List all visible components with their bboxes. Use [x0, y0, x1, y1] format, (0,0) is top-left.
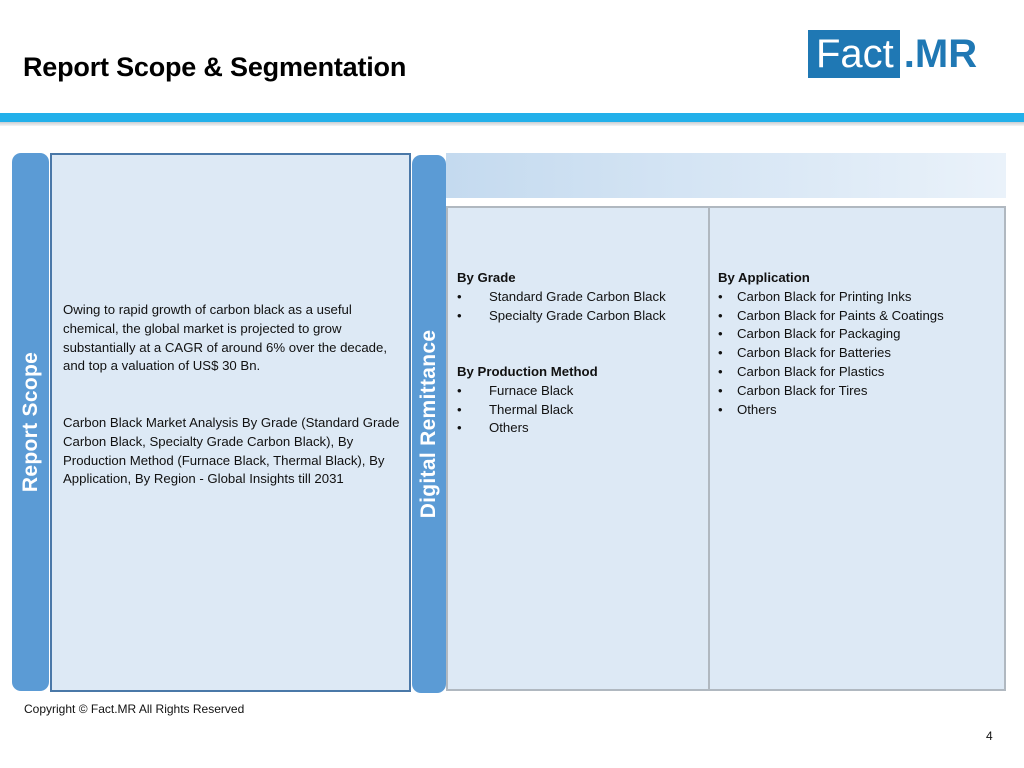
list-item: • Standard Grade Carbon Black — [457, 288, 666, 307]
report-scope-tab-label: Report Scope — [18, 351, 42, 493]
bullet: • — [718, 401, 723, 417]
bullet: • — [718, 288, 723, 304]
bullet: • — [718, 345, 723, 361]
bullet: • — [457, 420, 462, 436]
bullet: • — [457, 382, 462, 398]
by-grade-list: By Grade • Standard Grade Carbon Black • S… — [457, 269, 666, 325]
segmentation-left-column: By Grade • Standard Grade Carbon Black • S… — [446, 206, 709, 691]
header-rule — [0, 113, 1024, 122]
scope-summary-text: Owing to rapid growth of carbon black as… — [63, 302, 388, 374]
by-application-list: By Application • Carbon Black for Printin… — [718, 269, 944, 419]
segmentation-right-column: By Application • Carbon Black for Printin… — [708, 206, 1006, 691]
logo-box-text: Fact — [808, 30, 900, 78]
digital-remittance-tab-label: Digital Remittance — [417, 329, 440, 519]
list-item: • Others — [718, 401, 944, 420]
list-item: • Carbon Black for Paints & Coatings — [718, 307, 944, 326]
report-scope-tab: Report Scope — [12, 153, 49, 691]
bullet: • — [718, 326, 723, 342]
by-production-method-list: By Production Method • Furnace Black • The… — [457, 363, 598, 438]
page-number: 4 — [986, 729, 993, 743]
list-item: • Carbon Black for Tires — [718, 382, 944, 401]
bullet: • — [718, 307, 723, 323]
list-item: • Thermal Black — [457, 401, 598, 420]
bullet: • — [718, 363, 723, 379]
list-item: • Carbon Black for Batteries — [718, 344, 944, 363]
bullet: • — [718, 382, 723, 398]
header-rule-shadow — [0, 122, 1024, 126]
bullet: • — [457, 288, 462, 304]
list-item: • Furnace Black — [457, 382, 598, 401]
list-item: • Carbon Black for Packaging — [718, 325, 944, 344]
list-item: • Carbon Black for Printing Inks — [718, 288, 944, 307]
report-scope-panel: Owing to rapid growth of carbon black as… — [50, 153, 411, 692]
by-application-heading: By Application — [718, 270, 810, 285]
logo-rest-text: .MR — [903, 31, 978, 76]
by-production-method-heading: By Production Method — [457, 364, 598, 379]
digital-remittance-tab: Digital Remittance — [412, 155, 446, 693]
by-grade-heading: By Grade — [457, 270, 516, 285]
bullet: • — [457, 307, 462, 323]
list-item: • Specialty Grade Carbon Black — [457, 307, 666, 326]
segmentation-header-band — [446, 153, 1006, 198]
page-title: Report Scope & Segmentation — [23, 52, 407, 82]
copyright-text: Copyright © Fact.MR All Rights Reserved — [24, 702, 245, 716]
list-item: • Others — [457, 419, 598, 438]
list-item: • Carbon Black for Plastics — [718, 363, 944, 382]
fact-mr-logo: Fact .MR — [808, 30, 977, 78]
bullet: • — [457, 401, 462, 417]
scope-analysis-text: Carbon Black Market Analysis By Grade (S… — [63, 415, 400, 487]
